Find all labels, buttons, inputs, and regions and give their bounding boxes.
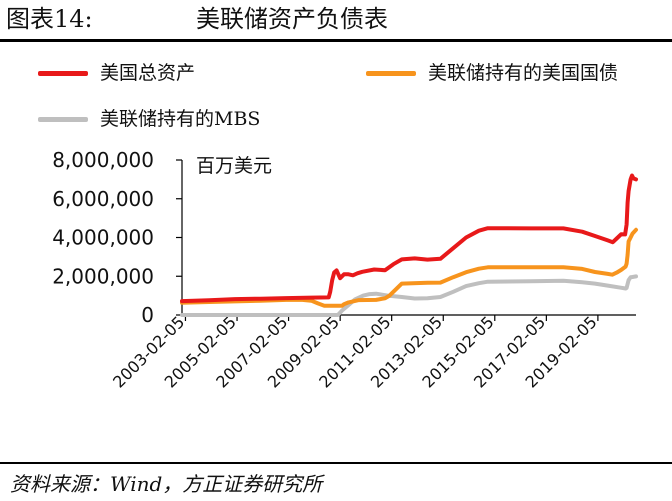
title-rule [0, 39, 672, 42]
y-tick-label: 4,000,000 [52, 226, 154, 250]
figure-title: 图表14: 美联储资产负债表 [6, 2, 388, 36]
unit-label: 百万美元 [196, 155, 272, 177]
figure-number: 图表14: [6, 5, 93, 33]
chart-axes: 8,000,0006,000,0004,000,0002,000,0000200… [52, 148, 636, 392]
chart-canvas: 8,000,0006,000,0004,000,0002,000,0000200… [52, 148, 638, 392]
total-assets-line [180, 173, 638, 304]
legend-item-treasuries: 美联储持有的美国国债 [366, 60, 672, 86]
legend-label-treasuries: 美联储持有的美国国债 [428, 62, 619, 84]
chart-series [180, 173, 638, 317]
figure-title-text: 美联储资产负债表 [196, 5, 388, 33]
y-tick-label: 8,000,000 [52, 148, 154, 172]
legend-swatch-total-assets [38, 71, 88, 76]
footer-rule [0, 462, 672, 464]
y-tick-label: 2,000,000 [52, 264, 154, 288]
legend-item-mbs: 美联储持有的MBS [38, 106, 298, 132]
legend-item-total-assets: 美国总资产 [38, 60, 258, 86]
legend-swatch-treasuries [366, 71, 416, 76]
legend-label-mbs: 美联储持有的MBS [100, 108, 261, 130]
y-tick-label: 0 [141, 303, 154, 327]
source-note: 资料来源：Wind，方正证券研究所 [10, 472, 323, 496]
treasuries-line [180, 227, 638, 308]
legend-swatch-mbs [38, 117, 88, 122]
legend-label-total-assets: 美国总资产 [100, 62, 196, 84]
y-tick-label: 6,000,000 [52, 187, 154, 211]
